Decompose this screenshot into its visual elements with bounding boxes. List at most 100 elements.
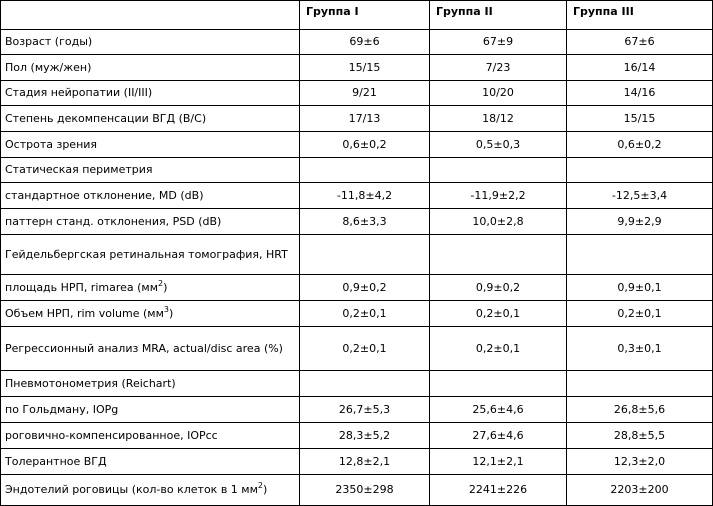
value-group-3: 14/16 [566,80,713,106]
section-row: Гейдельбергская ретинальная томография, … [0,234,713,275]
section-row: Статическая периметрия [0,157,713,183]
row-label-end: ) [263,483,268,496]
value-group-3 [566,157,713,183]
value-group-3: 12,3±2,0 [566,448,713,475]
value-group-2: 0,2±0,1 [429,300,567,327]
table-row: Толерантное ВГД 12,8±2,1 12,1±2,1 12,3±2… [0,448,713,475]
value-group-1 [299,157,430,183]
row-label: стандартное отклонение, MD (dB) [0,182,300,209]
value-group-2: 25,6±4,6 [429,396,567,423]
value-group-2: 67±9 [429,29,567,55]
table-row: Стадия нейропатии (II/III) 9/21 10/20 14… [0,80,713,106]
value-group-3 [566,234,713,275]
row-label: по Гольдману, IOPg [0,396,300,423]
table-row: Объем НРП, rim volume (мм3) 0,2±0,1 0,2±… [0,300,713,327]
row-label: Стадия нейропатии (II/III) [0,80,300,106]
value-group-2: 0,5±0,3 [429,131,567,158]
row-label: роговично-компенсированное, IOPcc [0,422,300,449]
value-group-2 [429,157,567,183]
value-group-1: 69±6 [299,29,430,55]
value-group-2: 0,9±0,2 [429,274,567,301]
value-group-2 [429,370,567,397]
row-label-end: ) [168,306,174,320]
value-group-1: 0,6±0,2 [299,131,430,158]
header-row: Группа I Группа II Группа III [0,0,713,30]
value-group-1: 0,2±0,1 [299,300,430,327]
value-group-3: 26,8±5,6 [566,396,713,423]
value-group-1: 12,8±2,1 [299,448,430,475]
value-group-1: 0,2±0,1 [299,326,430,371]
value-group-2: 27,6±4,6 [429,422,567,449]
table-row: стандартное отклонение, MD (dB) -11,8±4,… [0,182,713,209]
value-group-3: 16/14 [566,54,713,81]
value-group-3: 0,2±0,1 [566,300,713,327]
row-label-text: Объем НРП, rim volume (мм [5,306,164,320]
header-empty-cell [0,0,300,30]
value-group-3: -12,5±3,4 [566,182,713,209]
row-label-text: Эндотелий роговицы (кол-во клеток в 1 мм [5,483,258,496]
value-group-1: 9/21 [299,80,430,106]
value-group-1: -11,8±4,2 [299,182,430,209]
value-group-3: 0,3±0,1 [566,326,713,371]
value-group-3: 9,9±2,9 [566,208,713,235]
value-group-1: 28,3±5,2 [299,422,430,449]
unit-superscript: 2 [158,278,164,288]
row-label-end: ) [163,280,168,294]
section-row: Пневмотонометрия (Reichart) [0,370,713,397]
value-group-1 [299,370,430,397]
table-row: Возраст (годы) 69±6 67±9 67±6 [0,29,713,55]
table-row: Острота зрения 0,6±0,2 0,5±0,3 0,6±0,2 [0,131,713,158]
table-row: Регрессионный анализ MRA, actual/disc ar… [0,326,713,371]
row-label: Степень декомпенсации ВГД (В/С) [0,105,300,132]
value-group-3: 67±6 [566,29,713,55]
value-group-2: 2241±226 [429,474,567,506]
value-group-1: 15/15 [299,54,430,81]
table-row: по Гольдману, IOPg 26,7±5,3 25,6±4,6 26,… [0,396,713,423]
value-group-2: 10/20 [429,80,567,106]
row-label: Объем НРП, rim volume (мм3) [0,300,300,327]
row-label: Возраст (годы) [0,29,300,55]
row-label: Толерантное ВГД [0,448,300,475]
value-group-2: 0,2±0,1 [429,326,567,371]
table-row: роговично-компенсированное, IOPcc 28,3±5… [0,422,713,449]
row-label-text: площадь НРП, rimarea (мм [5,280,159,294]
value-group-3: 0,6±0,2 [566,131,713,158]
section-label: Статическая периметрия [0,157,300,183]
value-group-3: 2203±200 [566,474,713,506]
value-group-2: 18/12 [429,105,567,132]
row-label: площадь НРП, rimarea (мм2) [0,274,300,301]
row-label: Пол (муж/жен) [0,54,300,81]
value-group-2: 7/23 [429,54,567,81]
value-group-1: 2350±298 [299,474,430,506]
table-row: Пол (муж/жен) 15/15 7/23 16/14 [0,54,713,81]
value-group-3 [566,370,713,397]
value-group-2: 12,1±2,1 [429,448,567,475]
table-row: Степень декомпенсации ВГД (В/С) 17/13 18… [0,105,713,132]
row-label: паттерн станд. отклонения, PSD (dB) [0,208,300,235]
header-group-3: Группа III [566,0,713,30]
row-label: Регрессионный анализ MRA, actual/disc ar… [0,326,300,371]
row-label: Острота зрения [0,131,300,158]
unit-superscript: 2 [257,481,263,490]
table-row: паттерн станд. отклонения, PSD (dB) 8,6±… [0,208,713,235]
section-label: Гейдельбергская ретинальная томография, … [0,234,300,275]
value-group-1: 26,7±5,3 [299,396,430,423]
value-group-1: 8,6±3,3 [299,208,430,235]
table-row: Эндотелий роговицы (кол-во клеток в 1 мм… [0,474,713,506]
header-group-1: Группа I [299,0,430,30]
header-group-2: Группа II [429,0,567,30]
value-group-3: 28,8±5,5 [566,422,713,449]
value-group-2: -11,9±2,2 [429,182,567,209]
unit-superscript: 3 [163,304,169,314]
value-group-1: 17/13 [299,105,430,132]
value-group-2 [429,234,567,275]
value-group-2: 10,0±2,8 [429,208,567,235]
table-row: площадь НРП, rimarea (мм2) 0,9±0,2 0,9±0… [0,274,713,301]
section-label: Пневмотонометрия (Reichart) [0,370,300,397]
value-group-3: 0,9±0,1 [566,274,713,301]
value-group-3: 15/15 [566,105,713,132]
value-group-1 [299,234,430,275]
value-group-1: 0,9±0,2 [299,274,430,301]
row-label: Эндотелий роговицы (кол-во клеток в 1 мм… [0,474,300,506]
